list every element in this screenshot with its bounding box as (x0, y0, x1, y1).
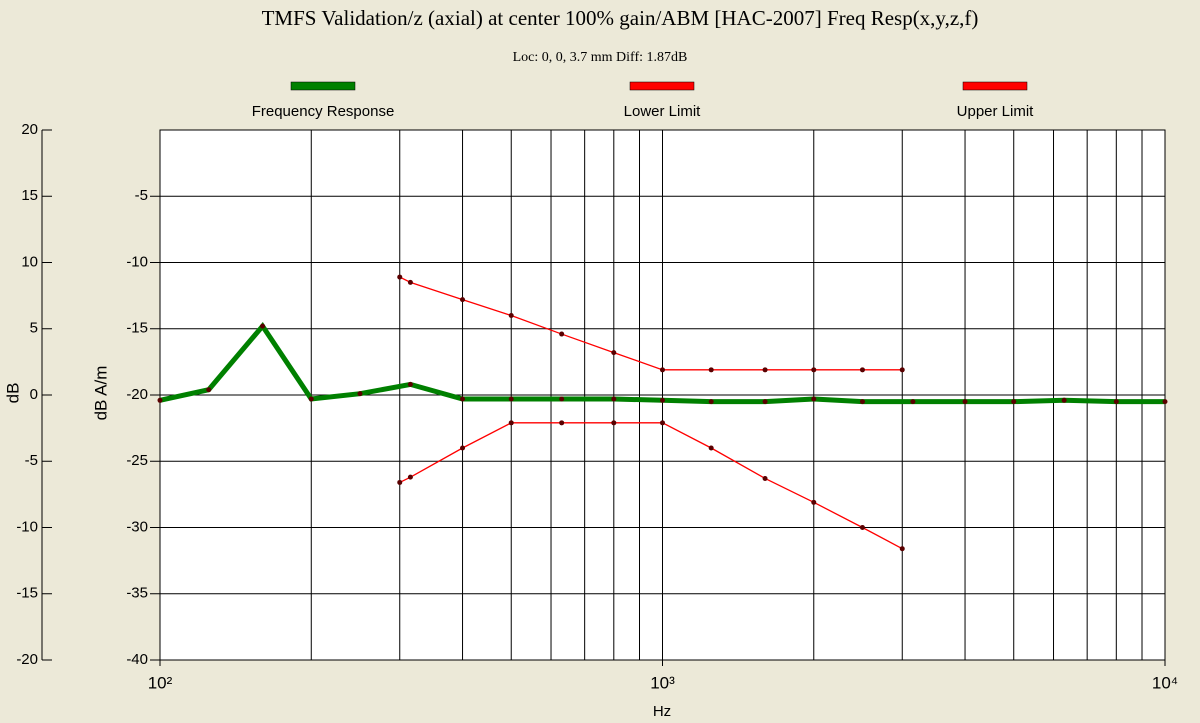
data-point (407, 474, 413, 480)
data-point (407, 279, 413, 285)
legend-label: Frequency Response (252, 103, 395, 120)
chart-title: TMFS Validation/z (axial) at center 100%… (262, 6, 979, 30)
data-point (397, 479, 403, 485)
data-point (559, 420, 565, 426)
data-point (508, 313, 514, 318)
data-point (559, 331, 565, 337)
legend-label: Lower Limit (624, 103, 702, 120)
chart-subtitle: Loc: 0, 0, 3.7 mm Diff: 1.87dB (513, 50, 688, 65)
x-tick-label: 10³ (650, 673, 675, 692)
x-tick-label: 10⁴ (1152, 673, 1178, 692)
data-point (811, 367, 817, 373)
y-tick-label: 20 (21, 121, 38, 138)
data-point (660, 397, 665, 403)
x-axis-label: Hz (653, 703, 671, 720)
data-point (899, 546, 905, 552)
y-tick-label: -10 (16, 518, 38, 535)
data-point (460, 396, 466, 402)
data-point (407, 381, 413, 387)
data-point (962, 399, 968, 405)
y-tick-label: -5 (25, 452, 38, 469)
y-tick-label: -15 (16, 585, 38, 602)
series-line (399, 422, 903, 550)
data-point (708, 367, 714, 373)
data-point (660, 367, 665, 373)
y2-tick-label: -10 (126, 253, 148, 270)
data-point (206, 387, 212, 393)
data-point (460, 445, 466, 451)
y2-tick-label: -30 (126, 518, 148, 535)
y-tick-label: 15 (21, 187, 38, 204)
data-point (611, 350, 617, 356)
data-point (357, 391, 363, 397)
y2-tick-label: -35 (126, 585, 148, 602)
y-tick-label: 0 (30, 386, 38, 403)
y2-tick-label: -25 (126, 452, 148, 469)
legend-swatch (629, 81, 695, 91)
y-tick-label: 10 (21, 253, 38, 270)
series-line (399, 276, 903, 371)
y2-tick-label: -5 (135, 187, 148, 204)
data-point (811, 396, 817, 402)
data-point (397, 274, 403, 280)
y-tick-label: -20 (16, 651, 38, 668)
data-point (1011, 399, 1017, 405)
data-point (859, 399, 865, 405)
data-point (611, 420, 617, 426)
legend-swatch (290, 81, 356, 91)
data-point (260, 323, 266, 329)
data-point (762, 367, 768, 373)
y2-axis-label: dB A/m (91, 366, 110, 421)
data-point (1061, 397, 1067, 403)
data-point (708, 445, 714, 451)
data-point (508, 420, 514, 426)
data-point (611, 396, 617, 402)
data-point (157, 397, 163, 403)
y2-tick-label: -15 (126, 320, 148, 337)
y-axis-label: dB (3, 383, 22, 404)
legend-label: Upper Limit (957, 103, 1035, 120)
data-point (762, 399, 768, 405)
y-tick-label: 5 (30, 320, 38, 337)
data-point (308, 396, 314, 402)
data-point (859, 525, 865, 530)
data-point (1113, 399, 1119, 405)
data-point (859, 367, 865, 373)
legend-swatch (962, 81, 1028, 91)
x-tick-label: 10² (148, 673, 173, 692)
data-point (660, 420, 665, 426)
data-point (559, 396, 565, 402)
data-point (910, 399, 916, 405)
y2-tick-label: -40 (126, 651, 148, 668)
data-point (899, 367, 905, 373)
y2-tick-label: -20 (126, 386, 148, 403)
data-point (811, 499, 817, 505)
data-point (508, 396, 514, 402)
data-point (460, 297, 466, 303)
data-point (1162, 399, 1168, 405)
data-point (762, 475, 768, 481)
data-point (708, 399, 714, 405)
